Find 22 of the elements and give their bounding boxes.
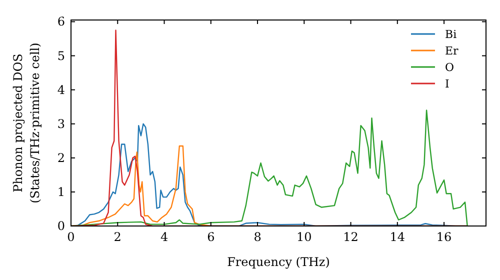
legend-label: O bbox=[445, 61, 454, 74]
y-tick-label: 4 bbox=[57, 82, 66, 97]
x-tick-label: 8 bbox=[254, 230, 262, 244]
y-tick-label: 5 bbox=[57, 48, 65, 63]
x-tick-label: 4 bbox=[160, 230, 168, 244]
x-tick-label: 14 bbox=[390, 230, 406, 244]
y-tick-label: 2 bbox=[57, 150, 65, 165]
x-axis-title: Frequency (THz) bbox=[227, 255, 330, 269]
legend-label: Bi bbox=[445, 28, 458, 41]
y-axis-title: Phonon projected DOS (States/THz·primitive cell) bbox=[11, 42, 42, 204]
y-tick-label: 6 bbox=[57, 14, 65, 29]
x-tick-label: 16 bbox=[436, 230, 452, 244]
y-tick-label: 3 bbox=[57, 116, 65, 131]
legend-label: Er bbox=[445, 44, 460, 58]
x-tick-label: 0 bbox=[67, 230, 75, 244]
legend-label: I bbox=[445, 78, 450, 90]
x-tick-label: 6 bbox=[207, 230, 215, 244]
x-tick-label: 12 bbox=[343, 230, 358, 244]
x-tick-label: 10 bbox=[296, 230, 312, 244]
y-tick-label: 1 bbox=[57, 184, 65, 199]
x-tick-label: 2 bbox=[114, 230, 122, 244]
y-tick-label: 0 bbox=[57, 219, 65, 233]
